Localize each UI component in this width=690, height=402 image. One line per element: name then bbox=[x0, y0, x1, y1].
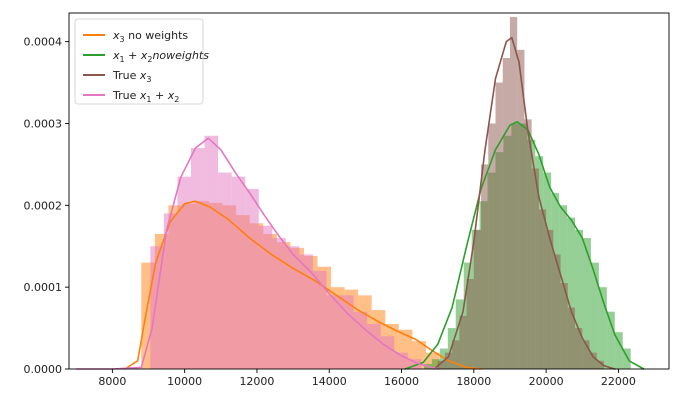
hist-bar-true_x1x2-13 bbox=[326, 295, 341, 369]
hist-bar-true_x3-4 bbox=[466, 278, 474, 369]
hist-bar-true_x3-15 bbox=[546, 229, 554, 369]
tick-layer: 8000 10000 12000 14000 16000 18000 20000 22000 0… bbox=[24, 36, 636, 388]
x-tick-label-7: 22000 bbox=[601, 375, 636, 388]
hist-bar-x1x2_no_weights-25 bbox=[622, 348, 631, 369]
hist-bar-true_x3-20 bbox=[582, 340, 590, 369]
hist-bar-true_x3-21 bbox=[589, 352, 597, 369]
hist-bar-true_x1x2-8 bbox=[258, 225, 273, 369]
x-tick-label-6: 20000 bbox=[529, 375, 564, 388]
hist-bar-true_x3-0 bbox=[437, 360, 445, 369]
plot-frame bbox=[68, 12, 670, 370]
hist-bar-x1x2_no_weights-1 bbox=[431, 359, 440, 369]
hist-bar-true_x3-19 bbox=[575, 328, 583, 369]
kde-line-true_x3 bbox=[433, 36, 616, 370]
y-tick-label-0: 0.0000 bbox=[24, 363, 63, 376]
hist-bar-true_x3-5 bbox=[473, 229, 482, 369]
hist-bar-true_x3-10 bbox=[509, 17, 518, 370]
hist-bar-true_x1x2-14 bbox=[340, 295, 354, 369]
hist-bar-true_x1x2-9 bbox=[272, 238, 286, 369]
hist-bar-x1x2_no_weights-23 bbox=[606, 311, 615, 369]
legend-label-true_x1x2: True x1 + x2 bbox=[112, 89, 179, 104]
hist-bar-true_x1x2-5 bbox=[218, 172, 232, 369]
hist-bar-true_x1x2-6 bbox=[231, 176, 246, 369]
hist-bar-true_x3-14 bbox=[538, 209, 547, 369]
y-tick-label-4: 0.0004 bbox=[24, 36, 63, 49]
hist-bar-true_x1x2-7 bbox=[245, 188, 259, 369]
hist-bar-true_x3-11 bbox=[517, 49, 525, 370]
hist-bar-true_x1x2-16 bbox=[367, 323, 381, 369]
x-tick-label-2: 12000 bbox=[239, 375, 274, 388]
hist-bar-x1x2_no_weights-22 bbox=[598, 287, 607, 369]
hist-bar-true_x3-6 bbox=[481, 164, 489, 369]
hist-bar-true_x1x2-15 bbox=[353, 311, 368, 369]
legend: x3 no weights x1 + x2noweights True x3 True… bbox=[74, 18, 209, 105]
kde-line-x1x2_no_weights bbox=[404, 121, 645, 370]
hist-bar-true_x3-7 bbox=[488, 123, 496, 369]
hist-bar-true_x1x2-1 bbox=[163, 213, 178, 369]
y-tick-label-2: 0.0002 bbox=[24, 199, 63, 212]
legend-box bbox=[74, 18, 204, 105]
kde-curve-layer bbox=[75, 36, 645, 370]
hist-bar-true_x1x2-12 bbox=[312, 270, 327, 369]
hist-bar-true_x3-8 bbox=[495, 82, 503, 369]
hist-bar-true_x3-22 bbox=[596, 360, 604, 369]
y-tick-label-3: 0.0003 bbox=[24, 117, 63, 130]
legend-label-x3_no_weights: x3 no weights bbox=[112, 29, 188, 44]
x-tick-label-1: 10000 bbox=[167, 375, 202, 388]
hist-bar-true_x3-9 bbox=[502, 58, 510, 369]
x-tick-label-0: 8000 bbox=[98, 375, 126, 388]
hist-bar-true_x1x2-3 bbox=[190, 148, 205, 369]
axes-frame bbox=[68, 12, 670, 370]
legend-label-true_x3: True x3 bbox=[112, 69, 151, 84]
hist-bar-true_x3-2 bbox=[452, 340, 460, 369]
y-tick-label-1: 0.0001 bbox=[24, 281, 63, 294]
legend-label-x1x2_no_weights: x1 + x2noweights bbox=[112, 49, 209, 64]
hist-bar-x1x2_no_weights-20 bbox=[582, 238, 591, 369]
hist-bar-x1x2_no_weights-18 bbox=[567, 217, 576, 369]
hist-bar-true_x1x2-4 bbox=[204, 135, 219, 369]
hist-bar-x1x2_no_weights-19 bbox=[575, 229, 583, 369]
hist-bar-true_x3-13 bbox=[531, 168, 539, 369]
hist-bar-true_x3-3 bbox=[459, 315, 467, 369]
x-tick-label-4: 16000 bbox=[384, 375, 419, 388]
hist-bar-true_x3-18 bbox=[567, 307, 576, 369]
x-tick-label-5: 18000 bbox=[456, 375, 491, 388]
x-tick-label-3: 14000 bbox=[312, 375, 347, 388]
hist-bar-x1x2_no_weights-21 bbox=[590, 262, 599, 369]
kde-line-x3_no_weights bbox=[124, 200, 482, 370]
kde-line-true_x1x2 bbox=[75, 137, 439, 370]
hist-bar-true_x1x2-17 bbox=[380, 336, 395, 369]
hist-bar-true_x3-12 bbox=[524, 119, 532, 369]
hist-bar-true_x1x2-2 bbox=[177, 176, 191, 369]
hist-bar-true_x3-17 bbox=[560, 283, 568, 369]
hist-bar-x1x2_no_weights-24 bbox=[614, 332, 623, 369]
hist-bar-true_x1x2-11 bbox=[299, 254, 313, 369]
histogram-layer bbox=[141, 17, 631, 370]
hist-bar-true_x1x2-10 bbox=[285, 246, 300, 369]
hist-bar-true_x3-16 bbox=[553, 254, 561, 369]
hist-bar-true_x1x2-19 bbox=[407, 359, 422, 369]
